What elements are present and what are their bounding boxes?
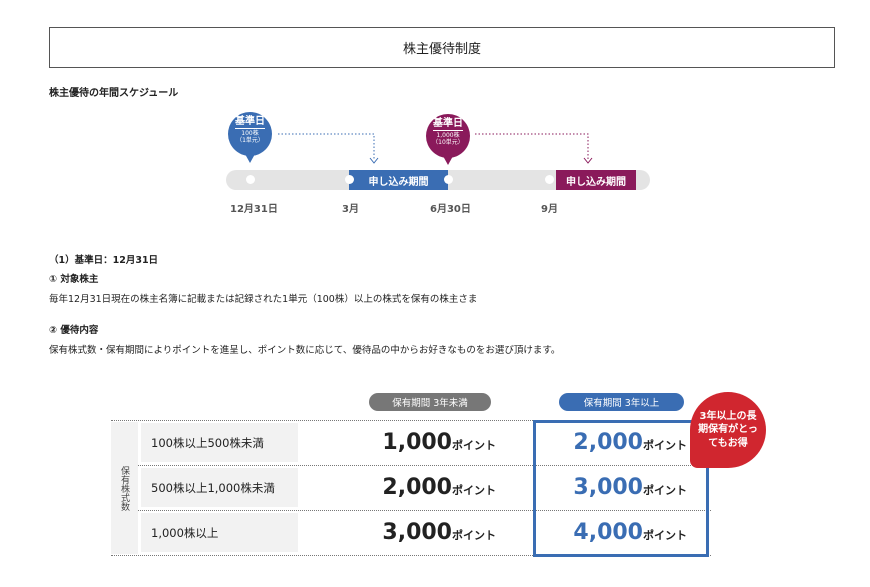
points-3y-plus: 2,000ポイント bbox=[573, 430, 687, 455]
page-title: 株主優待制度 bbox=[49, 27, 835, 68]
points-under-3y: 1,000ポイント bbox=[382, 430, 496, 455]
points-under-3y: 3,000ポイント bbox=[382, 520, 496, 545]
row-label: 1,000株以上 bbox=[141, 513, 298, 552]
divider bbox=[111, 555, 711, 556]
divider bbox=[111, 465, 711, 466]
eligible-title: ① 対象株主 bbox=[49, 274, 99, 285]
divider bbox=[111, 510, 711, 511]
timeline-dot bbox=[545, 175, 554, 184]
highlight-box bbox=[533, 420, 709, 557]
benefit-text: 保有株式数・保有期間によりポイントを進呈し、ポイント数に応じて、優待品の中からお… bbox=[49, 345, 561, 356]
row-label: 500株以上1,000株未満 bbox=[141, 468, 298, 507]
period-1: 申し込み期間 bbox=[349, 170, 448, 190]
timeline-dot bbox=[246, 175, 255, 184]
period-2: 申し込み期間 bbox=[556, 170, 636, 190]
section-heading: （1）基準日：12月31日 bbox=[49, 255, 159, 266]
benefit-title: ② 優待内容 bbox=[49, 325, 99, 336]
schedule-heading: 株主優待の年間スケジュール bbox=[49, 88, 179, 99]
timeline-dot bbox=[444, 175, 453, 184]
record-date-marker-1: 基準日 100株 （1単元） bbox=[228, 112, 272, 156]
column-header-under-3y: 保有期間 3年未満 bbox=[369, 393, 491, 411]
points-under-3y: 2,000ポイント bbox=[382, 475, 496, 500]
row-label: 100株以上500株未満 bbox=[141, 423, 298, 462]
month-label: 3月 bbox=[342, 204, 359, 215]
marker-pointer bbox=[245, 154, 255, 163]
points-3y-plus: 3,000ポイント bbox=[573, 475, 687, 500]
dotted-arrows bbox=[278, 133, 593, 164]
month-label: 12月31日 bbox=[230, 204, 278, 215]
month-label: 9月 bbox=[541, 204, 558, 215]
marker-pointer bbox=[443, 156, 453, 165]
long-term-badge: 3年以上の長期保有がとってもお得 bbox=[690, 392, 766, 468]
divider bbox=[111, 420, 711, 421]
points-3y-plus: 4,000ポイント bbox=[573, 520, 687, 545]
row-header: 保有株式数 bbox=[111, 422, 138, 554]
column-header-3y-plus: 保有期間 3年以上 bbox=[559, 393, 684, 411]
timeline-dot bbox=[345, 175, 354, 184]
record-date-marker-2: 基準日 1,000株 （10単元） bbox=[426, 114, 470, 158]
month-label: 6月30日 bbox=[430, 204, 471, 215]
eligible-text: 毎年12月31日現在の株主名簿に記載または記録された1単元（100株）以上の株式… bbox=[49, 294, 478, 305]
